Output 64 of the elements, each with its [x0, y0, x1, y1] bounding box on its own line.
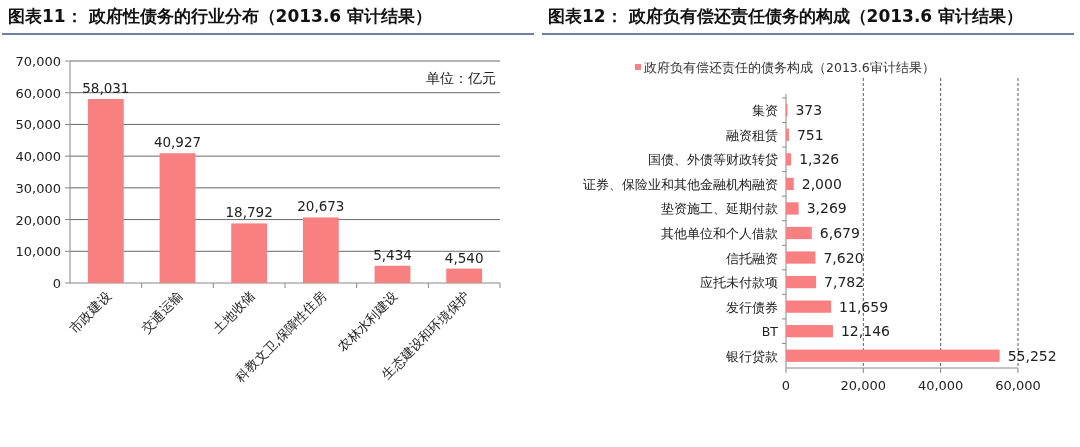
bar: [786, 349, 1000, 362]
bar: [786, 202, 799, 215]
data-label: 11,659: [839, 298, 889, 315]
data-label: 5,434: [373, 246, 412, 263]
y-tick-label: 70,000: [15, 54, 61, 69]
x-tick-label: 市政建设: [66, 288, 114, 336]
y-tick-label: 国债、外债等财政转贷: [648, 152, 778, 168]
y-tick-label: 发行债券: [726, 299, 778, 315]
y-tick-label: 60,000: [15, 85, 61, 101]
data-label: 55,252: [1007, 347, 1057, 364]
data-label: 12,146: [840, 323, 891, 340]
data-label: 20,673: [297, 198, 345, 215]
bar: [231, 223, 268, 283]
data-label: 4,540: [444, 249, 484, 266]
chart-title: 图表11： 政府性债务的行业分布（2013.6 审计结果）: [8, 6, 433, 26]
data-label: 2,000: [801, 175, 842, 192]
x-tick-label: 0: [781, 378, 791, 393]
bar: [786, 275, 817, 289]
y-tick-label: 其他单位和个人借款: [661, 226, 778, 241]
bar: [786, 226, 812, 240]
x-tick-label: 土地收储: [209, 288, 258, 336]
y-tick-label: 应托未付款项: [700, 275, 778, 291]
y-tick-label: 证券、保险业和其他金融机构融资: [583, 176, 778, 192]
annotation: 单位：亿元: [426, 70, 496, 86]
bar: [302, 217, 339, 283]
y-tick-label: 信托融资: [726, 250, 778, 266]
y-tick-label: 融资租赁: [726, 127, 778, 143]
y-tick-label: 0: [52, 276, 61, 291]
x-tick-label: 交通运输: [138, 288, 186, 336]
data-label: 18,792: [225, 204, 273, 221]
bar: [374, 265, 411, 283]
chart-title: 图表12： 政府负有偿还责任债务的构成（2013.6 审计结果）: [548, 6, 1024, 26]
data-label: 751: [796, 126, 824, 143]
data-label: 6,679: [819, 225, 860, 241]
y-tick-label: 50,000: [15, 117, 61, 133]
bar: [786, 325, 833, 338]
y-tick-label: BT: [761, 324, 779, 340]
bar: [786, 153, 792, 166]
bar: [87, 98, 124, 283]
bar: [786, 177, 794, 191]
bar: [786, 251, 816, 264]
bar: [786, 128, 789, 141]
data-label: 7,620: [823, 249, 864, 266]
data-label: 7,782: [824, 274, 865, 291]
x-tick-label: 60,000: [995, 378, 1041, 393]
data-label: 1,326: [799, 151, 840, 168]
y-tick-label: 银行贷款: [725, 348, 778, 364]
y-tick-label: 垫资施工、延期付款: [661, 201, 778, 217]
data-label: 3,269: [806, 200, 847, 217]
bar: [159, 153, 196, 283]
y-tick-label: 40,000: [15, 149, 61, 165]
bar: [786, 300, 832, 313]
x-tick-label: 农林水利建设: [334, 288, 401, 355]
legend-label: 政府负有偿还责任的债务构成（2013.6审计结果）: [644, 60, 935, 75]
data-label: 40,927: [153, 134, 202, 151]
x-tick-label: 40,000: [917, 378, 964, 393]
y-tick-label: 30,000: [15, 180, 61, 196]
y-tick-label: 集资: [752, 103, 778, 119]
y-tick-label: 10,000: [15, 244, 61, 260]
y-tick-label: 20,000: [15, 212, 61, 228]
data-label: 373: [795, 102, 823, 119]
bar: [446, 268, 483, 283]
data-label: 58,031: [82, 79, 130, 96]
x-tick-label: 20,000: [840, 378, 887, 393]
